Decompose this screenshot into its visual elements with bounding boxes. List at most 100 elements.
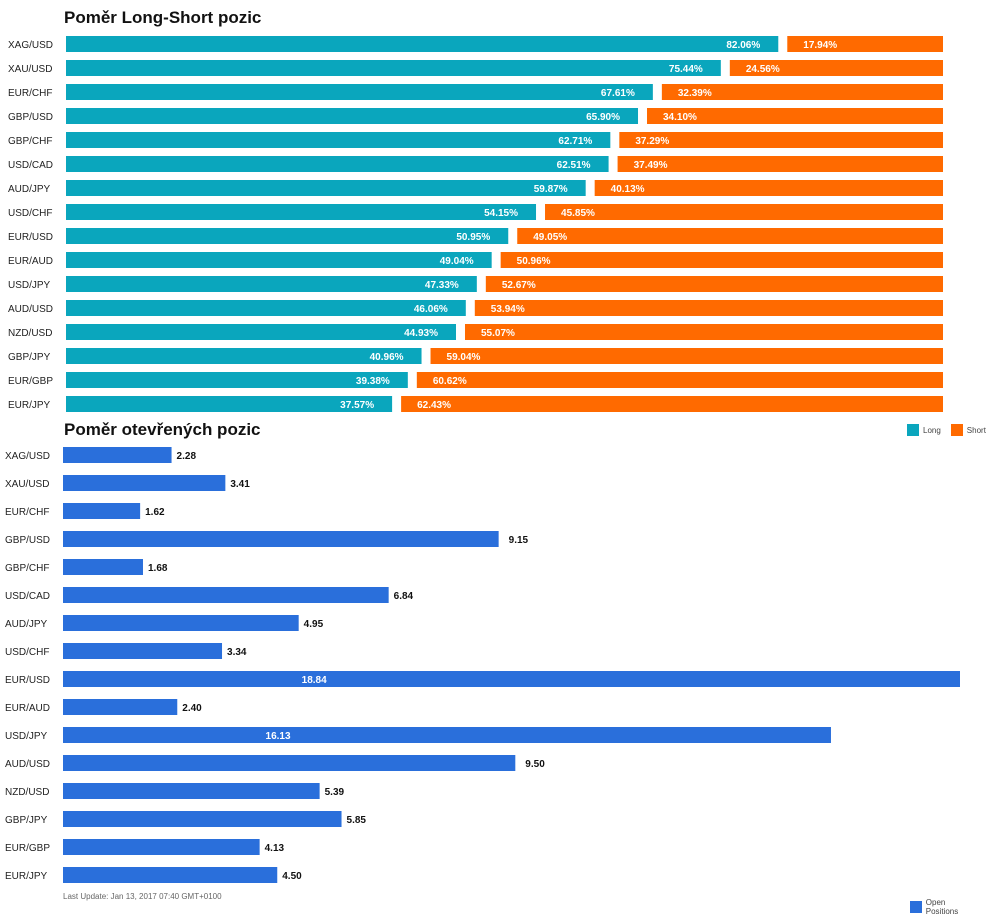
- short-bar-aud-jpy: [594, 180, 943, 196]
- category-label-aud-usd: AUD/USD: [8, 304, 53, 315]
- open-positions-bar-eur-chf: [63, 503, 141, 519]
- category-label-usd-chf: USD/CHF: [5, 647, 49, 658]
- open-positions-value-aud-usd: 9.50: [525, 759, 545, 770]
- short-bar-usd-chf: [545, 204, 943, 220]
- short-value-aud-jpy: 40.13%: [611, 184, 645, 195]
- category-label-gbp-chf: GBP/CHF: [8, 136, 52, 147]
- category-label-xau-usd: XAU/USD: [5, 479, 49, 490]
- short-value-nzd-usd: 55.07%: [481, 328, 515, 339]
- legend-swatch-short: [950, 424, 963, 436]
- open-positions-value-gbp-jpy: 5.85: [347, 815, 367, 826]
- category-label-eur-chf: EUR/CHF: [5, 507, 49, 518]
- open-positions-bar-aud-jpy: [63, 615, 299, 631]
- open-positions-value-usd-chf: 3.34: [227, 647, 247, 658]
- open-positions-bar-eur-aud: [63, 699, 178, 715]
- category-label-nzd-usd: NZD/USD: [5, 787, 49, 798]
- short-value-xag-usd: 17.94%: [803, 40, 837, 51]
- open-positions-value-nzd-usd: 5.39: [325, 787, 345, 798]
- long-bar-xag-usd: [66, 36, 779, 52]
- long-value-eur-jpy: 37.57%: [340, 400, 374, 411]
- category-label-xau-usd: XAU/USD: [8, 64, 52, 75]
- long-bar-aud-jpy: [66, 180, 586, 196]
- open-positions-bar-nzd-usd: [63, 783, 320, 799]
- short-value-usd-jpy: 52.67%: [502, 280, 536, 291]
- open-positions-bar-xau-usd: [63, 475, 226, 491]
- category-label-nzd-usd: NZD/USD: [8, 328, 52, 339]
- long-bar-aud-usd: [66, 300, 466, 316]
- long-short-chart-title: Poměr Long-Short pozic: [64, 8, 262, 27]
- category-label-aud-usd: AUD/USD: [5, 759, 50, 770]
- short-bar-aud-usd: [474, 300, 943, 316]
- legend-swatch-open-positions: [910, 901, 922, 913]
- long-value-eur-gbp: 39.38%: [356, 376, 390, 387]
- short-value-xau-usd: 24.56%: [746, 64, 780, 75]
- short-value-usd-chf: 45.85%: [561, 208, 595, 219]
- open-positions-bar-usd-chf: [63, 643, 223, 659]
- category-label-gbp-usd: GBP/USD: [5, 535, 50, 546]
- open-positions-value-eur-aud: 2.40: [182, 703, 202, 714]
- category-label-gbp-usd: GBP/USD: [8, 112, 53, 123]
- open-positions-value-usd-jpy: 16.13: [266, 731, 291, 742]
- category-label-eur-aud: EUR/AUD: [5, 703, 50, 714]
- long-bar-eur-jpy: [66, 396, 393, 412]
- category-label-eur-jpy: EUR/JPY: [8, 400, 51, 411]
- short-bar-xau-usd: [729, 60, 943, 76]
- long-bar-xau-usd: [66, 60, 721, 76]
- legend-swatch-long: [907, 424, 919, 436]
- long-value-nzd-usd: 44.93%: [404, 328, 438, 339]
- open-positions-value-eur-chf: 1.62: [145, 507, 165, 518]
- category-label-gbp-chf: GBP/CHF: [5, 563, 49, 574]
- short-value-usd-cad: 37.49%: [634, 160, 668, 171]
- long-bar-gbp-usd: [66, 108, 639, 124]
- category-label-usd-chf: USD/CHF: [8, 208, 52, 219]
- legend-item-long: Long: [907, 424, 941, 436]
- open-positions-value-gbp-chf: 1.68: [148, 563, 168, 574]
- open-positions-chart-title: Poměr otevřených pozic: [64, 420, 261, 439]
- category-label-eur-usd: EUR/USD: [5, 675, 50, 686]
- long-value-usd-chf: 54.15%: [484, 208, 518, 219]
- open-positions-value-xau-usd: 3.41: [230, 479, 250, 490]
- long-bar-eur-chf: [66, 84, 653, 100]
- open-positions-bar-gbp-usd: [63, 531, 499, 547]
- category-label-usd-jpy: USD/JPY: [5, 731, 48, 742]
- legend-label-open-positions: Open Positions: [925, 898, 959, 916]
- long-bar-usd-cad: [66, 156, 609, 172]
- open-positions-bar-eur-usd: [63, 671, 960, 687]
- open-positions-value-eur-usd: 18.84: [302, 675, 327, 686]
- long-short-chart: XAG/USD 82.06% 17.94% XAU/USD 75.44% 24.56% EU…: [8, 36, 944, 412]
- category-label-eur-chf: EUR/CHF: [8, 88, 52, 99]
- short-value-gbp-usd: 34.10%: [663, 112, 697, 123]
- category-label-aud-jpy: AUD/JPY: [5, 619, 48, 630]
- open-positions-bar-aud-usd: [63, 755, 516, 771]
- category-label-eur-aud: EUR/AUD: [8, 256, 53, 267]
- legend-label-short: Short: [966, 425, 986, 435]
- open-positions-bar-eur-jpy: [63, 867, 278, 883]
- category-label-eur-gbp: EUR/GBP: [5, 843, 50, 854]
- short-value-aud-usd: 53.94%: [491, 304, 525, 315]
- long-value-usd-cad: 62.51%: [557, 160, 591, 171]
- long-value-gbp-usd: 65.90%: [586, 112, 620, 123]
- short-bar-usd-cad: [617, 156, 943, 172]
- long-value-aud-jpy: 59.87%: [534, 184, 568, 195]
- open-positions-value-usd-cad: 6.84: [394, 591, 414, 602]
- short-value-eur-usd: 49.05%: [533, 232, 567, 243]
- open-positions-bar-gbp-jpy: [63, 811, 342, 827]
- short-value-eur-aud: 50.96%: [517, 256, 551, 267]
- last-update-text: Last Update: Jan 13, 2017 07:40 GMT+0100: [63, 892, 222, 901]
- open-positions-value-gbp-usd: 9.15: [509, 535, 529, 546]
- open-positions-value-xag-usd: 2.28: [177, 451, 197, 462]
- short-bar-eur-chf: [661, 84, 943, 100]
- legend-label-long: Long: [923, 425, 941, 435]
- legend-item-short: Short: [950, 424, 986, 436]
- legend-item-open-positions: Open Positions: [910, 898, 979, 916]
- short-bar-eur-usd: [517, 228, 943, 244]
- open-positions-bar-gbp-chf: [63, 559, 143, 575]
- long-value-eur-usd: 50.95%: [456, 232, 490, 243]
- category-label-usd-jpy: USD/JPY: [8, 280, 51, 291]
- short-value-eur-gbp: 60.62%: [433, 376, 467, 387]
- long-value-aud-usd: 46.06%: [414, 304, 448, 315]
- short-bar-nzd-usd: [464, 324, 943, 340]
- long-bar-gbp-chf: [66, 132, 611, 148]
- long-value-usd-jpy: 47.33%: [425, 280, 459, 291]
